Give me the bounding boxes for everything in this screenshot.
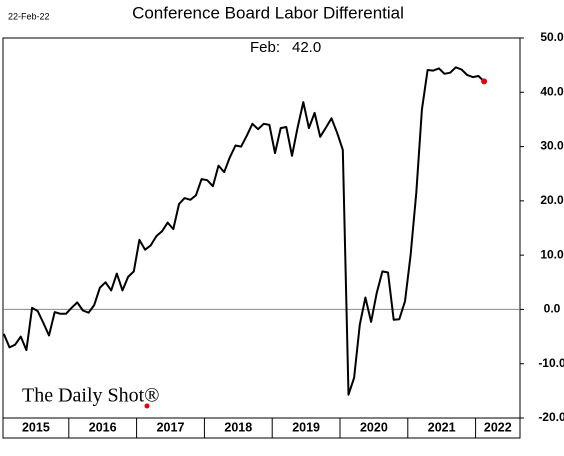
y-tick-label: -10.0 [538, 356, 564, 370]
date-note: 22-Feb-22 [8, 11, 50, 21]
watermark: The Daily Shot® [22, 385, 159, 407]
x-tick-label: 2018 [224, 420, 252, 434]
y-tick-label: 10.0 [540, 247, 564, 261]
plot-frame [2, 37, 521, 439]
chart-title: Conference Board Labor Differential [132, 3, 404, 22]
x-tick-label: 2020 [360, 420, 388, 434]
last-note: Feb: [250, 39, 280, 56]
x-tick-label: 2015 [22, 420, 50, 434]
y-tick-label: 30.0 [540, 139, 564, 153]
y-tick-label: -20.0 [538, 410, 564, 424]
last-point [481, 78, 488, 85]
watermark-dot [144, 403, 150, 409]
y-tick-label: 40.0 [540, 84, 564, 98]
data-line [2, 66, 485, 396]
x-tick-label: 2017 [157, 420, 185, 434]
x-tick-label: 2022 [484, 420, 512, 434]
x-tick-label: 2016 [89, 420, 117, 434]
x-tick-label: 2019 [292, 420, 320, 434]
y-tick-label: 50.0 [540, 30, 564, 44]
y-tick-label: 0.0 [544, 302, 561, 316]
last-value-label: 42.0 [292, 39, 321, 56]
x-tick-label: 2021 [428, 420, 456, 434]
y-tick-label: 20.0 [540, 193, 564, 207]
